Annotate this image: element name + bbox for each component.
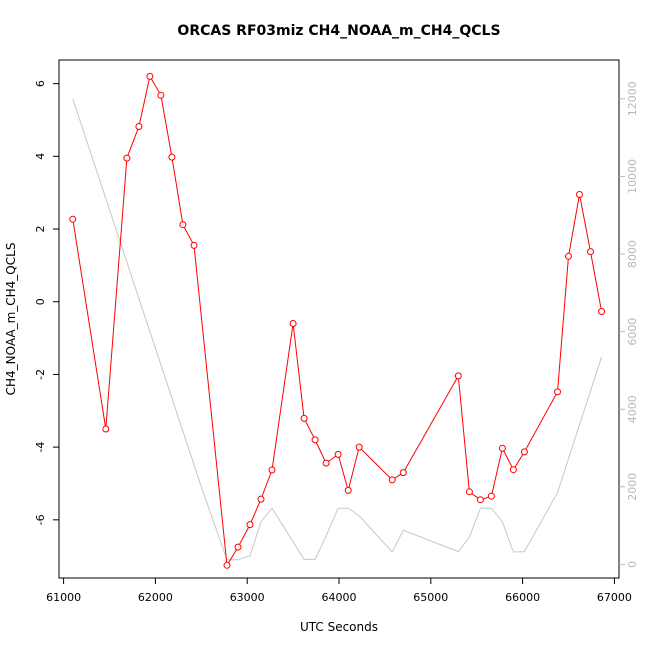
y-tick-label: -4 xyxy=(34,442,47,453)
left-series-point xyxy=(146,72,154,80)
y-axis-title: CH4_NOAA_m_CH4_QCLS xyxy=(4,243,18,396)
left-series-point xyxy=(234,543,242,551)
y-tick-label: 2 xyxy=(34,226,47,233)
left-series-point xyxy=(135,123,143,130)
left-series-point xyxy=(344,486,352,494)
left-series-point xyxy=(576,191,583,198)
left-series-point xyxy=(157,91,165,99)
left-series-point xyxy=(311,436,319,444)
left-series-point xyxy=(246,521,254,529)
left-series-point xyxy=(520,448,528,456)
right-series-line xyxy=(72,98,603,561)
y-tick-label: 0 xyxy=(34,298,47,305)
y2-tick-label: 0 xyxy=(626,561,639,568)
y-tick-label: -2 xyxy=(34,369,47,380)
left-series-point xyxy=(598,308,606,315)
left-series-point xyxy=(334,450,342,458)
y2-tick-label: 6000 xyxy=(626,318,639,346)
x-axis-title: UTC Seconds xyxy=(300,620,378,634)
chart-title: ORCAS RF03miz CH4_NOAA_m_CH4_QCLS xyxy=(177,23,500,39)
left-series-point xyxy=(465,488,473,496)
left-series-point xyxy=(587,248,594,256)
left-series-point xyxy=(190,241,198,249)
x-tick-label: 67000 xyxy=(597,591,632,604)
x-tick-label: 65000 xyxy=(413,591,448,604)
y2-tick-label: 8000 xyxy=(626,240,639,268)
y2-tick-label: 2000 xyxy=(626,473,639,501)
y-tick-label: 4 xyxy=(34,153,47,160)
left-series-point xyxy=(399,469,407,477)
left-series-point xyxy=(168,153,176,161)
left-series-point xyxy=(257,495,265,503)
x-tick-label: 63000 xyxy=(230,591,265,604)
x-tick-label: 61000 xyxy=(46,591,81,604)
y2-tick-label: 10000 xyxy=(626,159,639,194)
left-series-point xyxy=(454,372,462,380)
y-tick-label: 6 xyxy=(34,80,47,87)
left-series-point xyxy=(498,444,506,452)
left-series-point xyxy=(300,414,308,422)
left-series-point xyxy=(289,320,297,327)
left-series-point xyxy=(388,476,396,484)
left-series-point xyxy=(476,496,484,504)
y2-tick-label: 4000 xyxy=(626,395,639,423)
left-series-point xyxy=(69,215,77,223)
x-tick-label: 66000 xyxy=(505,591,540,604)
left-series-point xyxy=(565,252,572,260)
left-series-point xyxy=(509,466,517,474)
left-series-point xyxy=(554,388,561,396)
left-series-point xyxy=(487,492,495,500)
left-series-point xyxy=(268,466,276,474)
left-series-point xyxy=(223,561,231,569)
y-tick-label: -6 xyxy=(34,514,47,525)
x-tick-label: 64000 xyxy=(322,591,357,604)
left-series-point xyxy=(355,443,363,451)
left-series-point xyxy=(123,154,131,162)
axes: 61000 62000 63000 64000 65000 66000 67000-6-4-… xyxy=(34,80,639,604)
left-series-point xyxy=(179,221,187,229)
y2-tick-label: 12000 xyxy=(626,81,639,116)
plot-area xyxy=(69,72,606,569)
x-tick-label: 62000 xyxy=(138,591,173,604)
left-series-point xyxy=(322,459,330,467)
left-series-point xyxy=(102,425,110,433)
